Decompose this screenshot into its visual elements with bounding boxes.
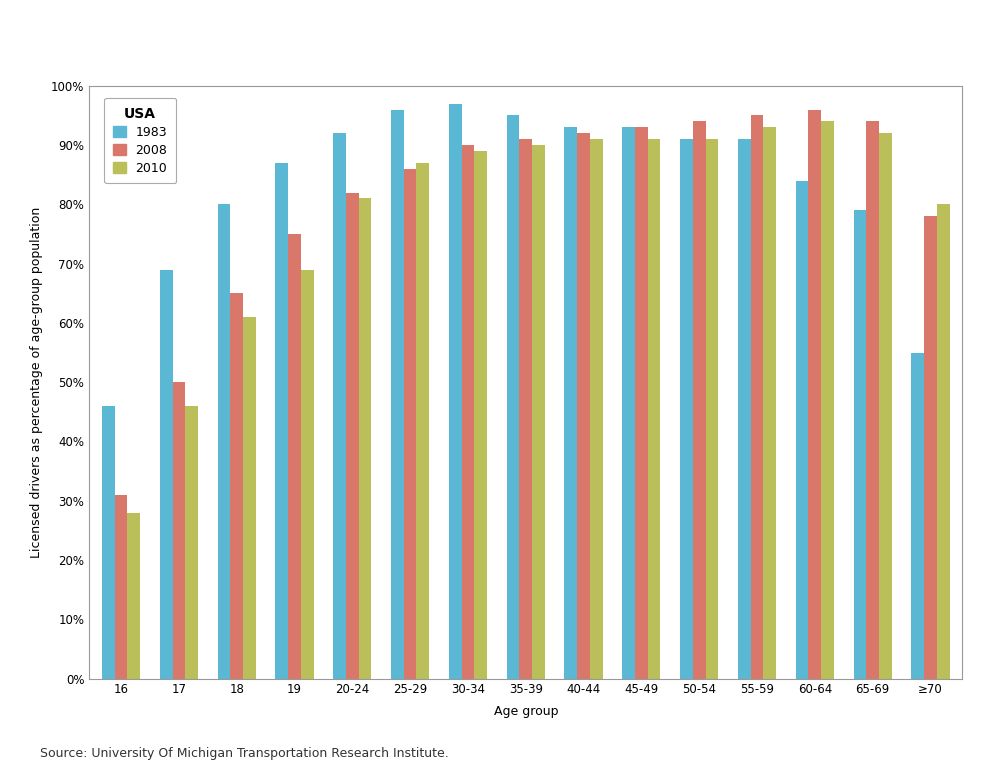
Bar [102, 406, 115, 679]
Bar [301, 270, 313, 679]
Bar [564, 127, 577, 679]
Bar [333, 133, 346, 679]
Bar [474, 151, 487, 679]
X-axis label: Age group: Age group [493, 705, 558, 718]
Bar [243, 317, 256, 679]
Bar [808, 109, 821, 679]
Bar [160, 270, 173, 679]
Bar [821, 122, 834, 679]
Bar [622, 127, 635, 679]
Bar [692, 122, 705, 679]
Bar [912, 353, 925, 679]
Bar [590, 139, 603, 679]
Bar [796, 181, 808, 679]
Bar [346, 193, 359, 679]
Bar [115, 495, 127, 679]
Bar [648, 139, 661, 679]
Bar [461, 145, 474, 679]
Bar [866, 122, 879, 679]
Legend: 1983, 2008, 2010: 1983, 2008, 2010 [104, 98, 177, 183]
Bar [764, 127, 776, 679]
Bar [577, 133, 590, 679]
Bar [635, 127, 648, 679]
Bar [417, 163, 430, 679]
Bar [532, 145, 545, 679]
Bar [705, 139, 718, 679]
Bar [448, 104, 461, 679]
Text: Source: University Of Michigan Transportation Research Institute.: Source: University Of Michigan Transport… [40, 747, 448, 760]
Bar [127, 512, 140, 679]
Bar [681, 139, 692, 679]
Bar [359, 198, 371, 679]
Bar [879, 133, 892, 679]
Bar [391, 109, 404, 679]
Bar [507, 115, 520, 679]
Bar [230, 293, 243, 679]
Bar [520, 139, 532, 679]
Bar [738, 139, 751, 679]
Bar [404, 168, 417, 679]
Bar [925, 216, 936, 679]
Bar [288, 234, 301, 679]
Bar [276, 163, 288, 679]
Bar [751, 115, 764, 679]
Bar [186, 406, 198, 679]
Bar [853, 211, 866, 679]
Y-axis label: Licensed drivers as percentage of age-group population: Licensed drivers as percentage of age-gr… [30, 207, 43, 558]
Bar [173, 382, 186, 679]
Bar [936, 204, 949, 679]
Bar [217, 204, 230, 679]
